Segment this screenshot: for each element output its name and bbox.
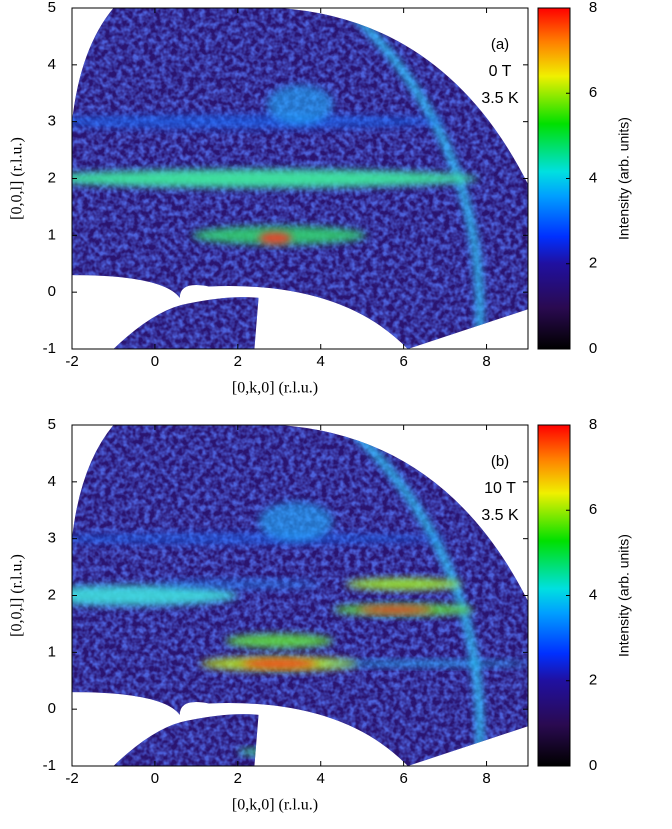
colorbar-label: Intensity (arb. units) bbox=[616, 534, 632, 657]
colorbar bbox=[537, 424, 571, 767]
colorbar-label: Intensity (arb. units) bbox=[616, 117, 632, 240]
colorbar-tick-label: 4 bbox=[589, 586, 597, 603]
intensity-map bbox=[72, 8, 528, 349]
y-tick-label: 1 bbox=[48, 643, 56, 660]
colorbar-tick-label: 2 bbox=[589, 672, 597, 689]
y-tick-label: 3 bbox=[48, 113, 56, 130]
colorbar-tick-label: 6 bbox=[589, 501, 597, 518]
colorbar-tick-label: 8 bbox=[589, 0, 597, 16]
map-content bbox=[72, 425, 528, 766]
x-tick-label: 8 bbox=[482, 770, 490, 787]
x-tick-label: 0 bbox=[151, 353, 159, 370]
y-axis-label: [0,0,l] (r.l.u.) bbox=[9, 137, 26, 220]
band bbox=[345, 578, 462, 590]
colorbar-tick-label: 8 bbox=[589, 416, 597, 433]
y-tick-label: 3 bbox=[48, 530, 56, 547]
y-tick-label: 0 bbox=[48, 283, 56, 300]
colorbar-tick-label: 6 bbox=[589, 84, 597, 101]
y-tick-label: 5 bbox=[48, 0, 56, 16]
x-tick-label: 6 bbox=[399, 770, 407, 787]
colorbar-tick-label: 0 bbox=[589, 757, 597, 774]
y-axis-label: [0,0,l] (r.l.u.) bbox=[9, 554, 26, 637]
band bbox=[225, 634, 334, 648]
y-tick-label: 5 bbox=[48, 416, 56, 433]
x-tick-label: -2 bbox=[65, 353, 78, 370]
band bbox=[266, 84, 334, 125]
band bbox=[258, 232, 292, 244]
band bbox=[72, 114, 446, 129]
band bbox=[72, 585, 238, 606]
colorbar-tick-label: 2 bbox=[589, 255, 597, 272]
y-tick-label: -1 bbox=[43, 757, 56, 774]
y-tick-label: 4 bbox=[48, 56, 56, 73]
band bbox=[241, 659, 317, 668]
band bbox=[72, 169, 479, 188]
x-tick-label: 4 bbox=[317, 770, 325, 787]
y-tick-label: 1 bbox=[48, 226, 56, 243]
y-tick-label: -1 bbox=[43, 340, 56, 357]
x-tick-label: 8 bbox=[482, 353, 490, 370]
x-tick-label: -2 bbox=[65, 770, 78, 787]
annotation: 3.5 K bbox=[481, 90, 519, 107]
annotation: 0 T bbox=[489, 63, 512, 80]
powder-ring bbox=[339, 425, 484, 766]
x-tick-label: 2 bbox=[234, 770, 242, 787]
x-axis-label: [0,k,0] (r.l.u.) bbox=[232, 797, 318, 814]
y-tick-label: 4 bbox=[48, 473, 56, 490]
panel-label: (a) bbox=[491, 36, 509, 53]
panel-label: (b) bbox=[491, 453, 509, 470]
x-tick-label: 6 bbox=[399, 353, 407, 370]
intensity-map bbox=[72, 425, 528, 766]
colorbar bbox=[537, 7, 571, 350]
powder-ring bbox=[339, 8, 484, 349]
y-tick-label: 0 bbox=[48, 700, 56, 717]
colorbar-tick-label: 4 bbox=[589, 169, 597, 186]
x-tick-label: 2 bbox=[234, 353, 242, 370]
y-tick-label: 2 bbox=[48, 586, 56, 603]
band bbox=[237, 748, 280, 756]
annotation: 10 T bbox=[484, 480, 516, 497]
x-axis-label: [0,k,0] (r.l.u.) bbox=[232, 380, 318, 397]
band bbox=[154, 579, 321, 589]
map-content bbox=[72, 8, 528, 349]
band bbox=[258, 501, 334, 542]
y-tick-label: 2 bbox=[48, 169, 56, 186]
colorbar-tick-label: 0 bbox=[589, 340, 597, 357]
x-tick-label: 0 bbox=[151, 770, 159, 787]
x-tick-label: 4 bbox=[317, 353, 325, 370]
annotation: 3.5 K bbox=[481, 507, 519, 524]
band bbox=[358, 606, 433, 614]
band bbox=[320, 660, 528, 668]
band bbox=[72, 532, 446, 545]
